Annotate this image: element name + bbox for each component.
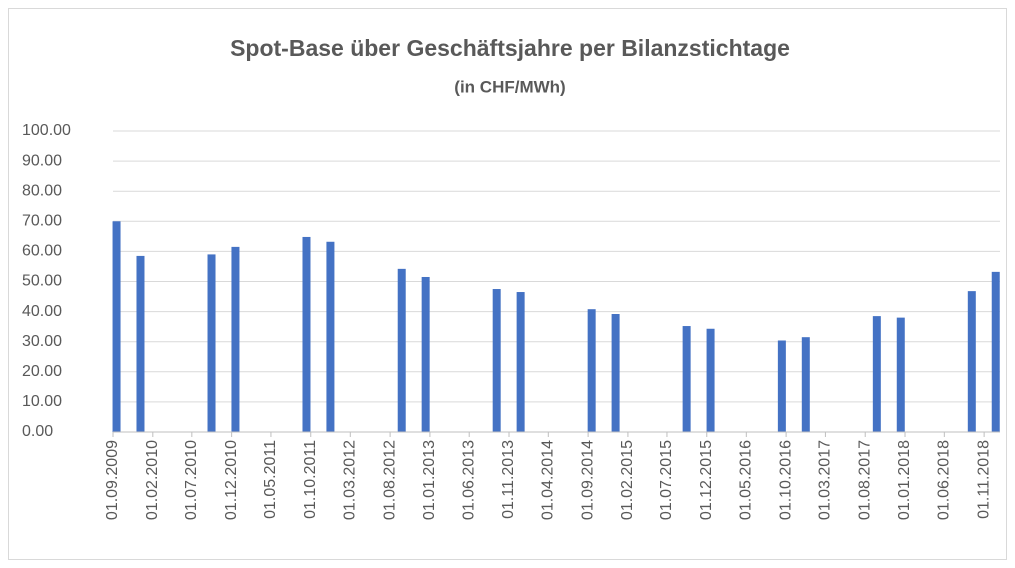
chart-border [8,8,1007,560]
bar [516,292,525,432]
y-tick-label: 90.00 [22,152,62,169]
bar [991,271,1000,432]
y-tick-label: 30.00 [22,333,62,350]
x-tick-label: 01.03.2017 [817,440,834,520]
x-tick-label: 01.10.2011 [302,440,319,519]
x-tick-label: 01.02.2015 [619,440,636,520]
x-tick-label: 01.03.2012 [342,440,359,520]
bar [682,326,691,432]
bar [136,255,145,432]
y-tick-label: 80.00 [22,182,62,199]
bar [896,317,905,432]
x-tick-label: 01.10.2016 [777,440,794,520]
bar [397,268,406,432]
y-tick-label: 20.00 [22,363,62,380]
chart-subtitle: (in CHF/MWh) [454,77,565,96]
x-tick-label: 01.12.2015 [698,440,715,520]
bar [492,289,501,432]
y-tick-label: 70.00 [22,213,62,230]
x-tick-label: 01.07.2010 [183,440,200,520]
x-tick-label: 01.06.2013 [460,440,477,520]
bar [611,314,620,432]
bar [207,254,216,432]
x-tick-label: 01.05.2016 [738,440,755,520]
bar [801,337,810,432]
x-tick-label: 01.09.2014 [579,440,596,520]
x-tick-label: 01.08.2017 [856,440,873,520]
bar [967,291,976,432]
chart-title: Spot-Base über Geschäftsjahre per Bilanz… [230,35,790,61]
bar [302,236,311,432]
x-tick-label: 01.11.2018 [975,440,992,519]
y-tick-label: 40.00 [22,303,62,320]
bar [777,340,786,432]
bar [326,241,335,432]
y-tick-label: 0.00 [22,423,53,440]
x-tick-label: 01.01.2018 [896,440,913,520]
bar [231,246,240,432]
x-tick-label: 01.06.2018 [936,440,953,520]
y-tick-label: 10.00 [22,393,62,410]
x-tick-label: 01.01.2013 [421,440,438,520]
y-tick-label: 60.00 [22,243,62,260]
y-tick-label: 100.00 [22,122,71,139]
x-tick-label: 01.11.2013 [500,440,517,519]
bar [872,316,881,432]
y-tick-label: 50.00 [22,273,62,290]
x-tick-label: 01.08.2012 [381,440,398,520]
x-tick-label: 01.02.2010 [144,440,161,520]
bar [421,276,430,432]
bar [706,328,715,432]
x-tick-label: 01.07.2015 [658,440,675,520]
x-tick-label: 01.09.2009 [104,440,121,520]
bar [112,221,121,432]
x-tick-label: 01.12.2010 [223,440,240,520]
x-tick-label: 01.04.2014 [540,440,557,520]
bar [587,309,596,432]
x-tick-label: 01.05.2011 [262,440,279,519]
